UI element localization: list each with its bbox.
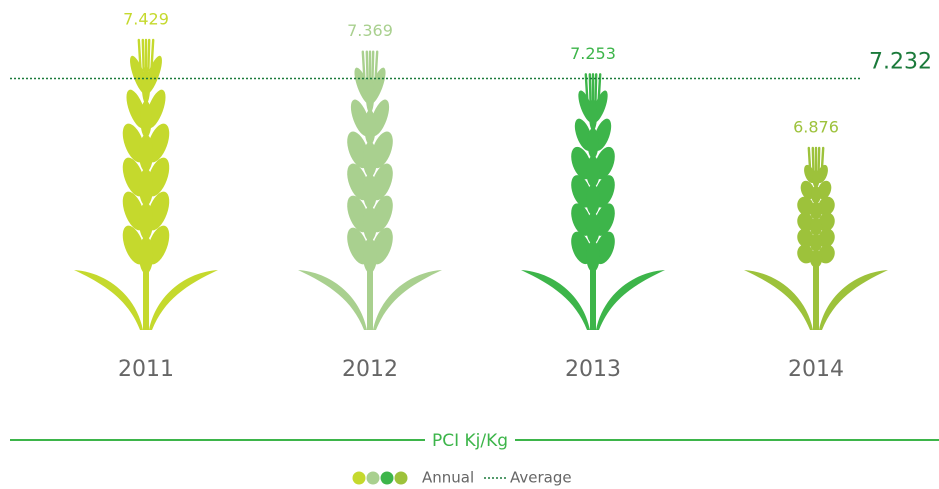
legend-swatch <box>352 471 366 485</box>
leaf <box>819 270 888 330</box>
leaf <box>298 270 367 330</box>
kernel <box>809 218 823 236</box>
kernel <box>818 228 835 248</box>
value-label: 6.876 <box>793 118 839 137</box>
leaf <box>596 270 665 330</box>
kernel <box>797 228 814 248</box>
kernel <box>587 127 599 159</box>
stem <box>590 252 596 330</box>
kernel <box>812 170 820 188</box>
category-label: 2012 <box>342 357 398 382</box>
value-label: 7.429 <box>123 10 169 29</box>
kernel <box>140 100 152 138</box>
kernel <box>363 237 377 274</box>
value-label: 7.369 <box>347 21 393 40</box>
leaf <box>373 270 442 330</box>
awn <box>147 38 151 72</box>
kernel <box>364 109 376 146</box>
leaf <box>521 270 590 330</box>
category-label: 2011 <box>118 357 174 382</box>
leaf <box>744 270 813 330</box>
kernel <box>138 168 154 206</box>
kernel <box>818 212 835 232</box>
kernel <box>586 155 600 188</box>
awn <box>588 73 592 106</box>
kernel <box>363 205 377 242</box>
wheat <box>744 146 888 330</box>
stem <box>367 252 373 330</box>
stem <box>813 252 819 330</box>
legend-label: Annual <box>422 469 474 487</box>
kernel <box>800 180 815 200</box>
kernel <box>586 240 600 272</box>
kernel <box>818 196 835 216</box>
value-label: 7.253 <box>570 44 616 63</box>
kernel <box>818 244 835 264</box>
legend-swatch <box>394 471 408 485</box>
kernel <box>588 99 598 131</box>
awn <box>371 50 375 83</box>
kernel <box>797 244 814 264</box>
kernel <box>586 212 600 244</box>
legend-swatch <box>380 471 394 485</box>
kernel <box>365 77 375 113</box>
kernel <box>138 202 154 240</box>
kernel <box>586 184 600 216</box>
leaf <box>74 270 143 330</box>
legend-label: Average <box>510 469 572 487</box>
kernel <box>138 236 154 274</box>
kernel <box>363 141 377 178</box>
kernel <box>797 196 814 216</box>
wheat <box>521 73 665 330</box>
chart-title: PCI Kj/Kg <box>432 431 508 451</box>
kernel <box>811 186 821 204</box>
wheat <box>74 38 218 330</box>
awn <box>365 50 369 83</box>
kernel <box>809 202 823 220</box>
average-label: 7.232 <box>869 49 932 74</box>
awn <box>594 73 598 106</box>
category-label: 2013 <box>565 357 621 382</box>
kernel <box>141 66 151 104</box>
kernel <box>809 234 823 252</box>
kernel <box>817 180 832 200</box>
kernel <box>363 173 377 210</box>
kernel <box>797 212 814 232</box>
stem <box>143 252 149 330</box>
wheat <box>298 50 442 330</box>
category-label: 2014 <box>788 357 844 382</box>
leaf <box>149 270 218 330</box>
legend-swatch <box>366 471 380 485</box>
kernel <box>138 134 154 172</box>
awn <box>141 38 145 72</box>
kernel <box>809 249 823 268</box>
